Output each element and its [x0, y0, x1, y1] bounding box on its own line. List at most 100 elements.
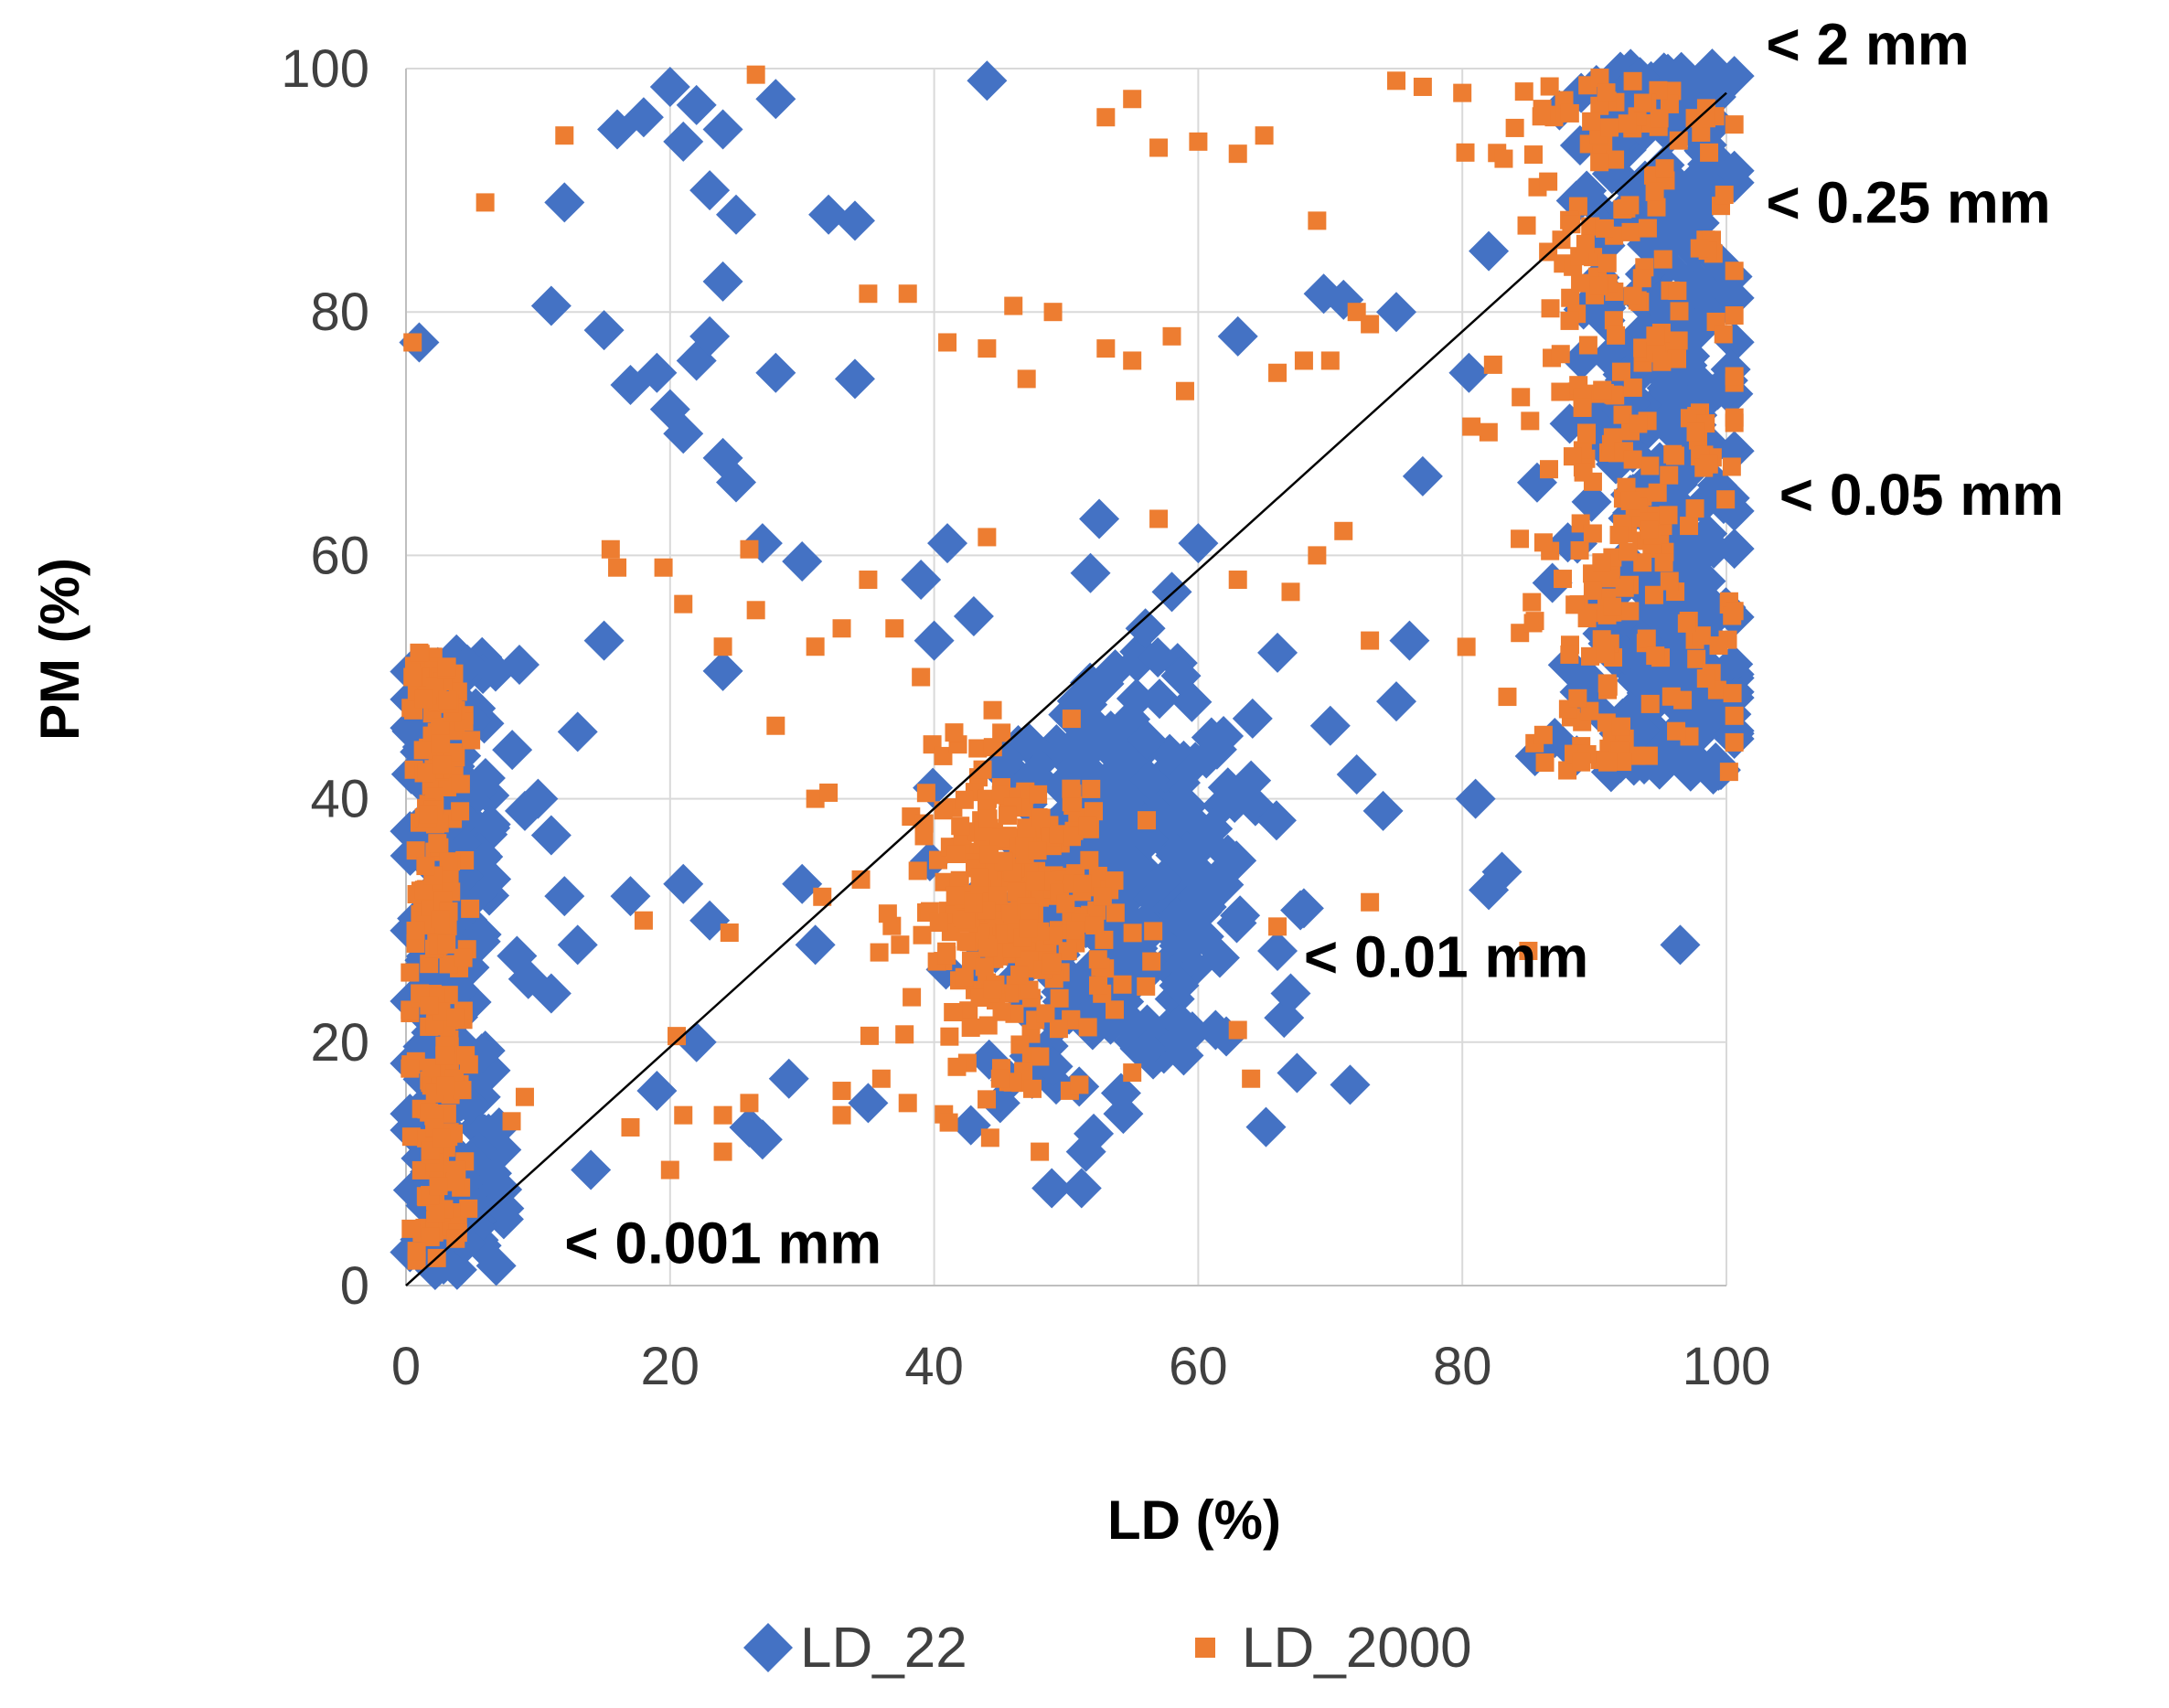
data-point-square [431, 910, 450, 929]
data-point-square [1629, 414, 1648, 433]
data-point-square [983, 700, 1002, 720]
data-point-diamond [1330, 1064, 1371, 1105]
data-point-diamond [530, 973, 572, 1014]
data-point-square [1583, 581, 1602, 600]
legend-marker-square [1195, 1638, 1215, 1658]
data-point-square [413, 741, 433, 760]
data-point-diamond [1065, 1131, 1106, 1172]
legend-item-ld-2000[interactable]: LD_2000 [1195, 1617, 1472, 1680]
y-tick-label: 80 [310, 283, 369, 342]
data-point-square [955, 790, 974, 809]
data-point-square [1050, 988, 1069, 1008]
data-point-square [1572, 753, 1591, 772]
data-point-diamond [1138, 637, 1179, 678]
data-point-square [832, 1105, 851, 1125]
data-point-square [1512, 388, 1531, 407]
data-point-square [1268, 363, 1288, 382]
data-point-diamond [636, 352, 678, 393]
data-point-square [1646, 646, 1665, 666]
data-point-square [420, 1103, 439, 1122]
data-point-square [913, 925, 932, 945]
data-point-square [1670, 302, 1689, 321]
data-point-square [713, 1105, 732, 1125]
data-point-square [436, 1076, 455, 1095]
data-point-diamond [742, 1119, 783, 1160]
data-point-square [1080, 850, 1099, 870]
reference-line-group [405, 91, 1727, 1286]
data-point-square [668, 1027, 687, 1046]
data-point-square [459, 1199, 478, 1218]
x-tick-label: 0 [391, 1337, 421, 1396]
data-point-square [1519, 941, 1538, 960]
data-point-square [410, 643, 429, 662]
data-point-square [1611, 362, 1630, 381]
data-point-square [947, 1057, 967, 1076]
data-point-diamond [901, 560, 942, 601]
data-point-square [601, 539, 620, 559]
data-point-square [990, 1069, 1010, 1088]
data-point-diamond [950, 1105, 991, 1146]
data-point-square [1023, 1079, 1042, 1098]
data-point-square [1663, 444, 1683, 464]
data-point-square [806, 637, 825, 657]
data-point-square [1123, 1063, 1142, 1083]
data-point-diamond [795, 924, 836, 966]
data-point-square [1597, 713, 1616, 732]
data-point-square [1551, 345, 1570, 364]
annotation-label: < 0.25 mm [1766, 169, 2050, 235]
data-point-square [944, 1002, 963, 1021]
data-point-square [908, 861, 927, 881]
data-point-square [1242, 1069, 1261, 1088]
data-point-square [437, 657, 456, 677]
data-point-square [1725, 732, 1744, 752]
data-point-diamond [1336, 753, 1377, 795]
data-point-diamond [484, 1188, 525, 1229]
data-point-diamond [716, 462, 756, 503]
data-point-square [938, 333, 957, 352]
data-point-square [1088, 866, 1107, 885]
data-point-square [1677, 614, 1696, 633]
data-point-square [912, 667, 931, 687]
data-point-square [860, 1026, 879, 1045]
series-ld-2000 [401, 65, 1744, 1270]
data-point-square [1725, 262, 1744, 281]
data-point-square [1149, 509, 1169, 528]
data-point-square [502, 1112, 521, 1131]
data-point-square [420, 955, 439, 974]
data-point-square [898, 1094, 917, 1113]
data-point-square [994, 852, 1013, 871]
data-point-square [439, 852, 458, 871]
data-point-square [1551, 382, 1570, 401]
data-point-square [1007, 882, 1026, 902]
x-tick-label: 80 [1433, 1337, 1492, 1396]
data-point-square [1031, 1142, 1050, 1161]
data-point-square [1514, 82, 1533, 101]
data-point-square [766, 716, 785, 735]
data-point-square [713, 637, 732, 657]
data-point-square [401, 1059, 420, 1078]
data-point-square [1019, 919, 1038, 938]
data-point-square [1577, 609, 1597, 628]
data-point-diamond [1455, 778, 1496, 819]
data-point-square [634, 911, 653, 930]
y-axis-ticks: 0 20 40 60 80 100 [281, 39, 369, 1316]
legend-item-ld-22[interactable]: LD_22 [743, 1617, 967, 1680]
data-point-square [1667, 349, 1686, 368]
data-point-diamond [1714, 150, 1755, 191]
data-point-square [851, 870, 871, 889]
data-point-square [1715, 186, 1734, 205]
axis-lines [405, 69, 1726, 1286]
data-point-diamond [689, 315, 731, 357]
data-point-square [1680, 517, 1699, 536]
data-point-square [1494, 149, 1513, 168]
data-point-square [992, 1002, 1011, 1021]
data-point-square [1123, 923, 1142, 943]
data-point-square [1000, 984, 1020, 1003]
data-point-diamond [1171, 681, 1213, 722]
annotation-label: < 0.05 mm [1779, 462, 2064, 528]
data-point-diamond [914, 620, 955, 661]
data-point-square [435, 1046, 454, 1065]
data-point-diamond [1571, 481, 1612, 522]
data-point-square [1590, 153, 1609, 172]
data-point-square [1644, 585, 1663, 604]
